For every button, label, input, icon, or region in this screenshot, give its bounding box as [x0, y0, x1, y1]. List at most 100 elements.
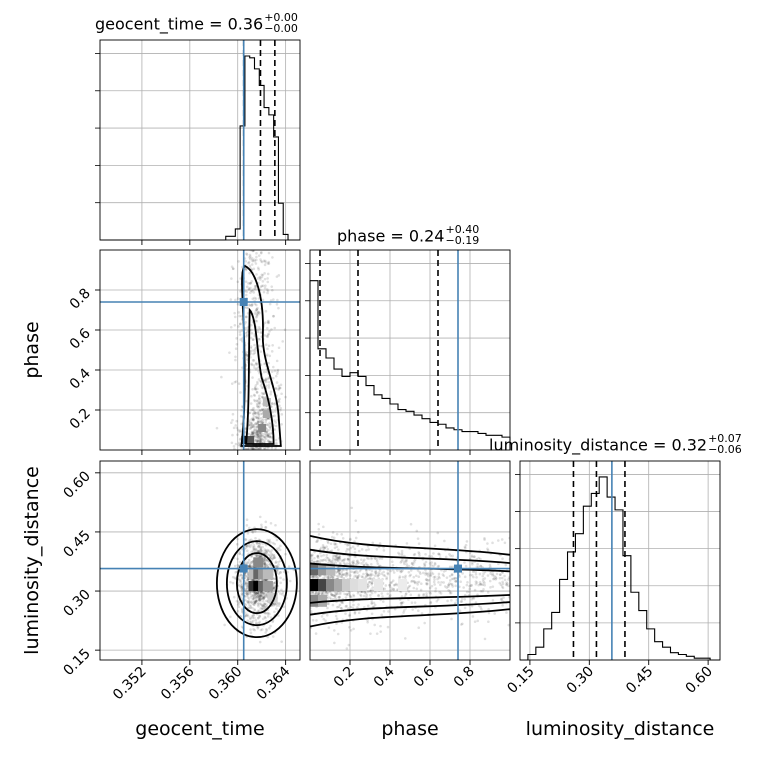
scatter-dist-phase-pt-1114: [362, 560, 365, 563]
scatter-dist-phase-pt-697: [429, 601, 432, 605]
scatter-dist-phase-pt-599: [465, 583, 469, 587]
scatter-phase-time-pt-79: [250, 432, 254, 435]
scatter-dist-phase-pt-429: [310, 556, 313, 560]
scatter-dist-phase-pt-1103: [483, 577, 487, 580]
scatter-dist-time-pt-954: [261, 545, 264, 549]
scatter-dist-time-pt-912: [244, 581, 248, 585]
scatter-dist-time-pt-872: [277, 546, 281, 550]
scatter-dist-phase-pt-471: [370, 591, 374, 595]
scatter-dist-time-pt-65: [252, 578, 256, 582]
scatter-dist-phase-pt-424: [429, 573, 432, 576]
scatter-phase-time-pt-435: [250, 302, 254, 306]
scatter-dist-time-pt-238: [263, 564, 267, 568]
scatter-phase-time-pt-533: [236, 433, 239, 436]
scatter-dist-phase-pt-209: [447, 585, 450, 588]
scatter-dist-phase-pt-12: [378, 557, 381, 560]
scatter-dist-phase-pt-1286: [400, 595, 404, 598]
scatter-dist-time-pt-788: [236, 563, 240, 567]
scatter-phase-time-pt-131: [244, 315, 248, 319]
scatter-phase-time-pt-833: [257, 440, 260, 444]
scatter-phase-time-pt-502: [244, 331, 248, 335]
scatter-dist-time-pt-19: [256, 616, 260, 620]
scatter-phase-time-pt-33: [249, 433, 253, 437]
scatter-dist-time-pt-562: [275, 538, 279, 542]
scatter-dist-time-pt-1: [252, 590, 255, 594]
scatter-dist-phase-pt-1091: [394, 582, 398, 586]
scatter-dist-phase-pt-631: [330, 593, 334, 597]
scatter-dist-time-pt-136: [268, 612, 271, 616]
title-luminosity-distance: luminosity_distance = 0.32 +0.07 −0.06: [489, 432, 742, 456]
scatter-dist-phase-pt-322: [352, 627, 355, 631]
scatter-dist-phase-pt-558: [498, 573, 502, 576]
scatter-dist-phase-pt-1201: [430, 555, 434, 558]
scatter-dist-phase-pt-1060: [342, 559, 346, 562]
scatter-dist-phase-pt-87: [326, 576, 330, 580]
scatter-dist-time-pt-728: [253, 601, 257, 604]
scatter-dist-time-pt-268: [251, 549, 255, 553]
scatter-dist-time-pt-1061: [257, 553, 261, 557]
scatter-dist-time-pt-96: [240, 607, 244, 611]
scatter-phase-time-pt-429: [261, 298, 265, 302]
scatter-dist-time-pt-1090: [270, 554, 274, 557]
scatter-phase-time-pt-407: [258, 338, 261, 341]
scatter-dist-phase-pt-810: [345, 604, 348, 608]
scatter-dist-time-pt-46: [262, 596, 266, 600]
scatter-dist-phase-pt-1072: [368, 577, 371, 580]
scatter-phase-time-pt-778: [245, 353, 248, 357]
scatter-dist-phase-pt-250: [483, 637, 487, 641]
scatter-phase-time-pt-486: [256, 433, 260, 437]
scatter-phase-time-pt-230: [266, 440, 270, 443]
scatter-dist-time-pt-457: [248, 564, 251, 568]
scatter-phase-time-pt-294: [264, 343, 268, 347]
scatter-dist-time-pt-83: [262, 605, 265, 608]
scatter-phase-time-pt-782: [252, 417, 256, 421]
scatter-dist-time-pt-323: [233, 564, 237, 568]
scatter-phase-time-pt-808: [251, 387, 254, 391]
scatter-phase-time-pt-490: [235, 426, 239, 430]
scatter-dist-time-pt-826: [240, 593, 244, 597]
scatter-dist-phase-pt-745: [375, 557, 378, 561]
scatter-dist-time-pt-802: [246, 585, 249, 589]
scatter-dist-time-pt-223: [258, 595, 262, 598]
scatter-phase-time-pt-891: [268, 426, 272, 430]
scatter-dist-phase-pt-1251: [337, 548, 340, 551]
scatter-phase-time-pt-285: [234, 358, 237, 362]
density-cell-phase-time-1: [246, 436, 255, 444]
scatter-phase-time-pt-217: [277, 274, 281, 277]
scatter-dist-time-pt-840: [265, 563, 269, 566]
scatter-phase-time-pt-590: [263, 379, 267, 383]
scatter-dist-phase-pt-1165: [345, 562, 349, 565]
scatter-dist-time-pt-1078: [244, 544, 248, 548]
scatter-phase-time-pt-256: [256, 366, 259, 370]
scatter-dist-phase-pt-304: [471, 562, 474, 566]
scatter-dist-phase-pt-935: [391, 563, 395, 567]
scatter-dist-phase-pt-628: [454, 580, 458, 583]
scatter-phase-time-pt-118: [256, 266, 260, 270]
scatter-dist-phase-pt-117: [460, 623, 463, 626]
scatter-dist-time-pt-973: [244, 614, 248, 618]
scatter-phase-time-pt-342: [245, 353, 249, 357]
scatter-dist-time-pt-365: [258, 596, 261, 600]
scatter-dist-phase-pt-342: [333, 594, 337, 598]
scatter-dist-time-pt-317: [253, 591, 257, 594]
scatter-dist-phase-pt-996: [481, 578, 485, 581]
scatter-dist-phase-pt-623: [322, 546, 325, 550]
scatter-dist-phase-pt-467: [491, 598, 495, 602]
scatter-phase-time-pt-496: [256, 416, 259, 420]
scatter-phase-time-pt-790: [258, 435, 262, 439]
scatter-dist-phase-pt-76: [424, 578, 428, 581]
scatter-dist-phase-pt-1257: [345, 592, 349, 596]
scatter-dist-phase-pt-407: [437, 581, 440, 584]
scatter-phase-time-pt-169: [248, 257, 252, 261]
scatter-phase-time-pt-460: [279, 406, 283, 410]
scatter-phase-time-pt-516: [261, 386, 265, 390]
scatter-dist-time-pt-809: [276, 569, 279, 573]
scatter-dist-time-pt-597: [257, 616, 260, 620]
scatter-dist-time-pt-589: [239, 573, 243, 577]
scatter-phase-time-pt-520: [249, 328, 253, 332]
scatter-dist-phase-pt-701: [483, 583, 487, 587]
scatter-phase-time-pt-241: [240, 405, 244, 408]
scatter-phase-time-pt-11: [257, 434, 261, 438]
scatter-phase-time-pt-870: [244, 335, 248, 338]
scatter-dist-time-pt-647: [264, 526, 268, 529]
